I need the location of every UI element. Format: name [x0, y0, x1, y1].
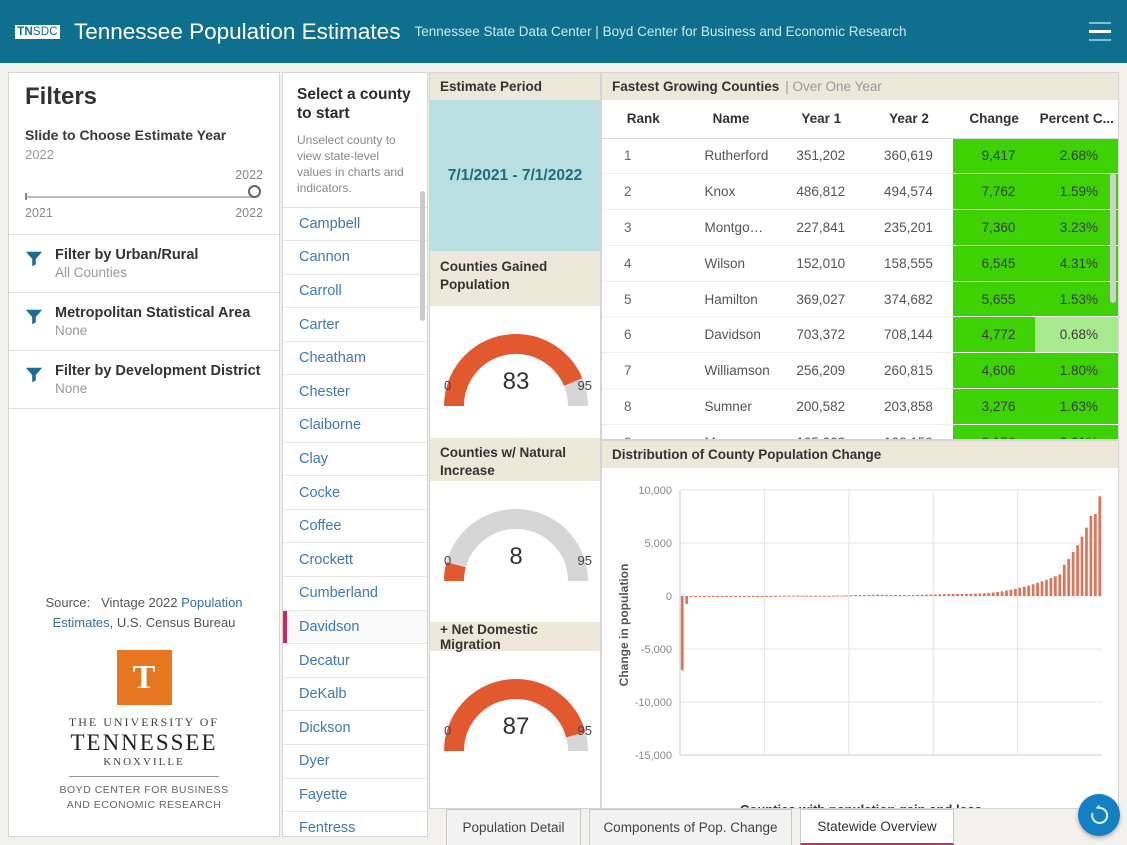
svg-text:-5,000: -5,000	[641, 644, 672, 656]
svg-text:-15,000: -15,000	[635, 750, 672, 762]
svg-text:5,000: 5,000	[644, 538, 672, 550]
svg-text:-10,000: -10,000	[635, 697, 672, 709]
svg-text:0: 0	[666, 591, 672, 603]
svg-text:10,000: 10,000	[638, 485, 672, 497]
